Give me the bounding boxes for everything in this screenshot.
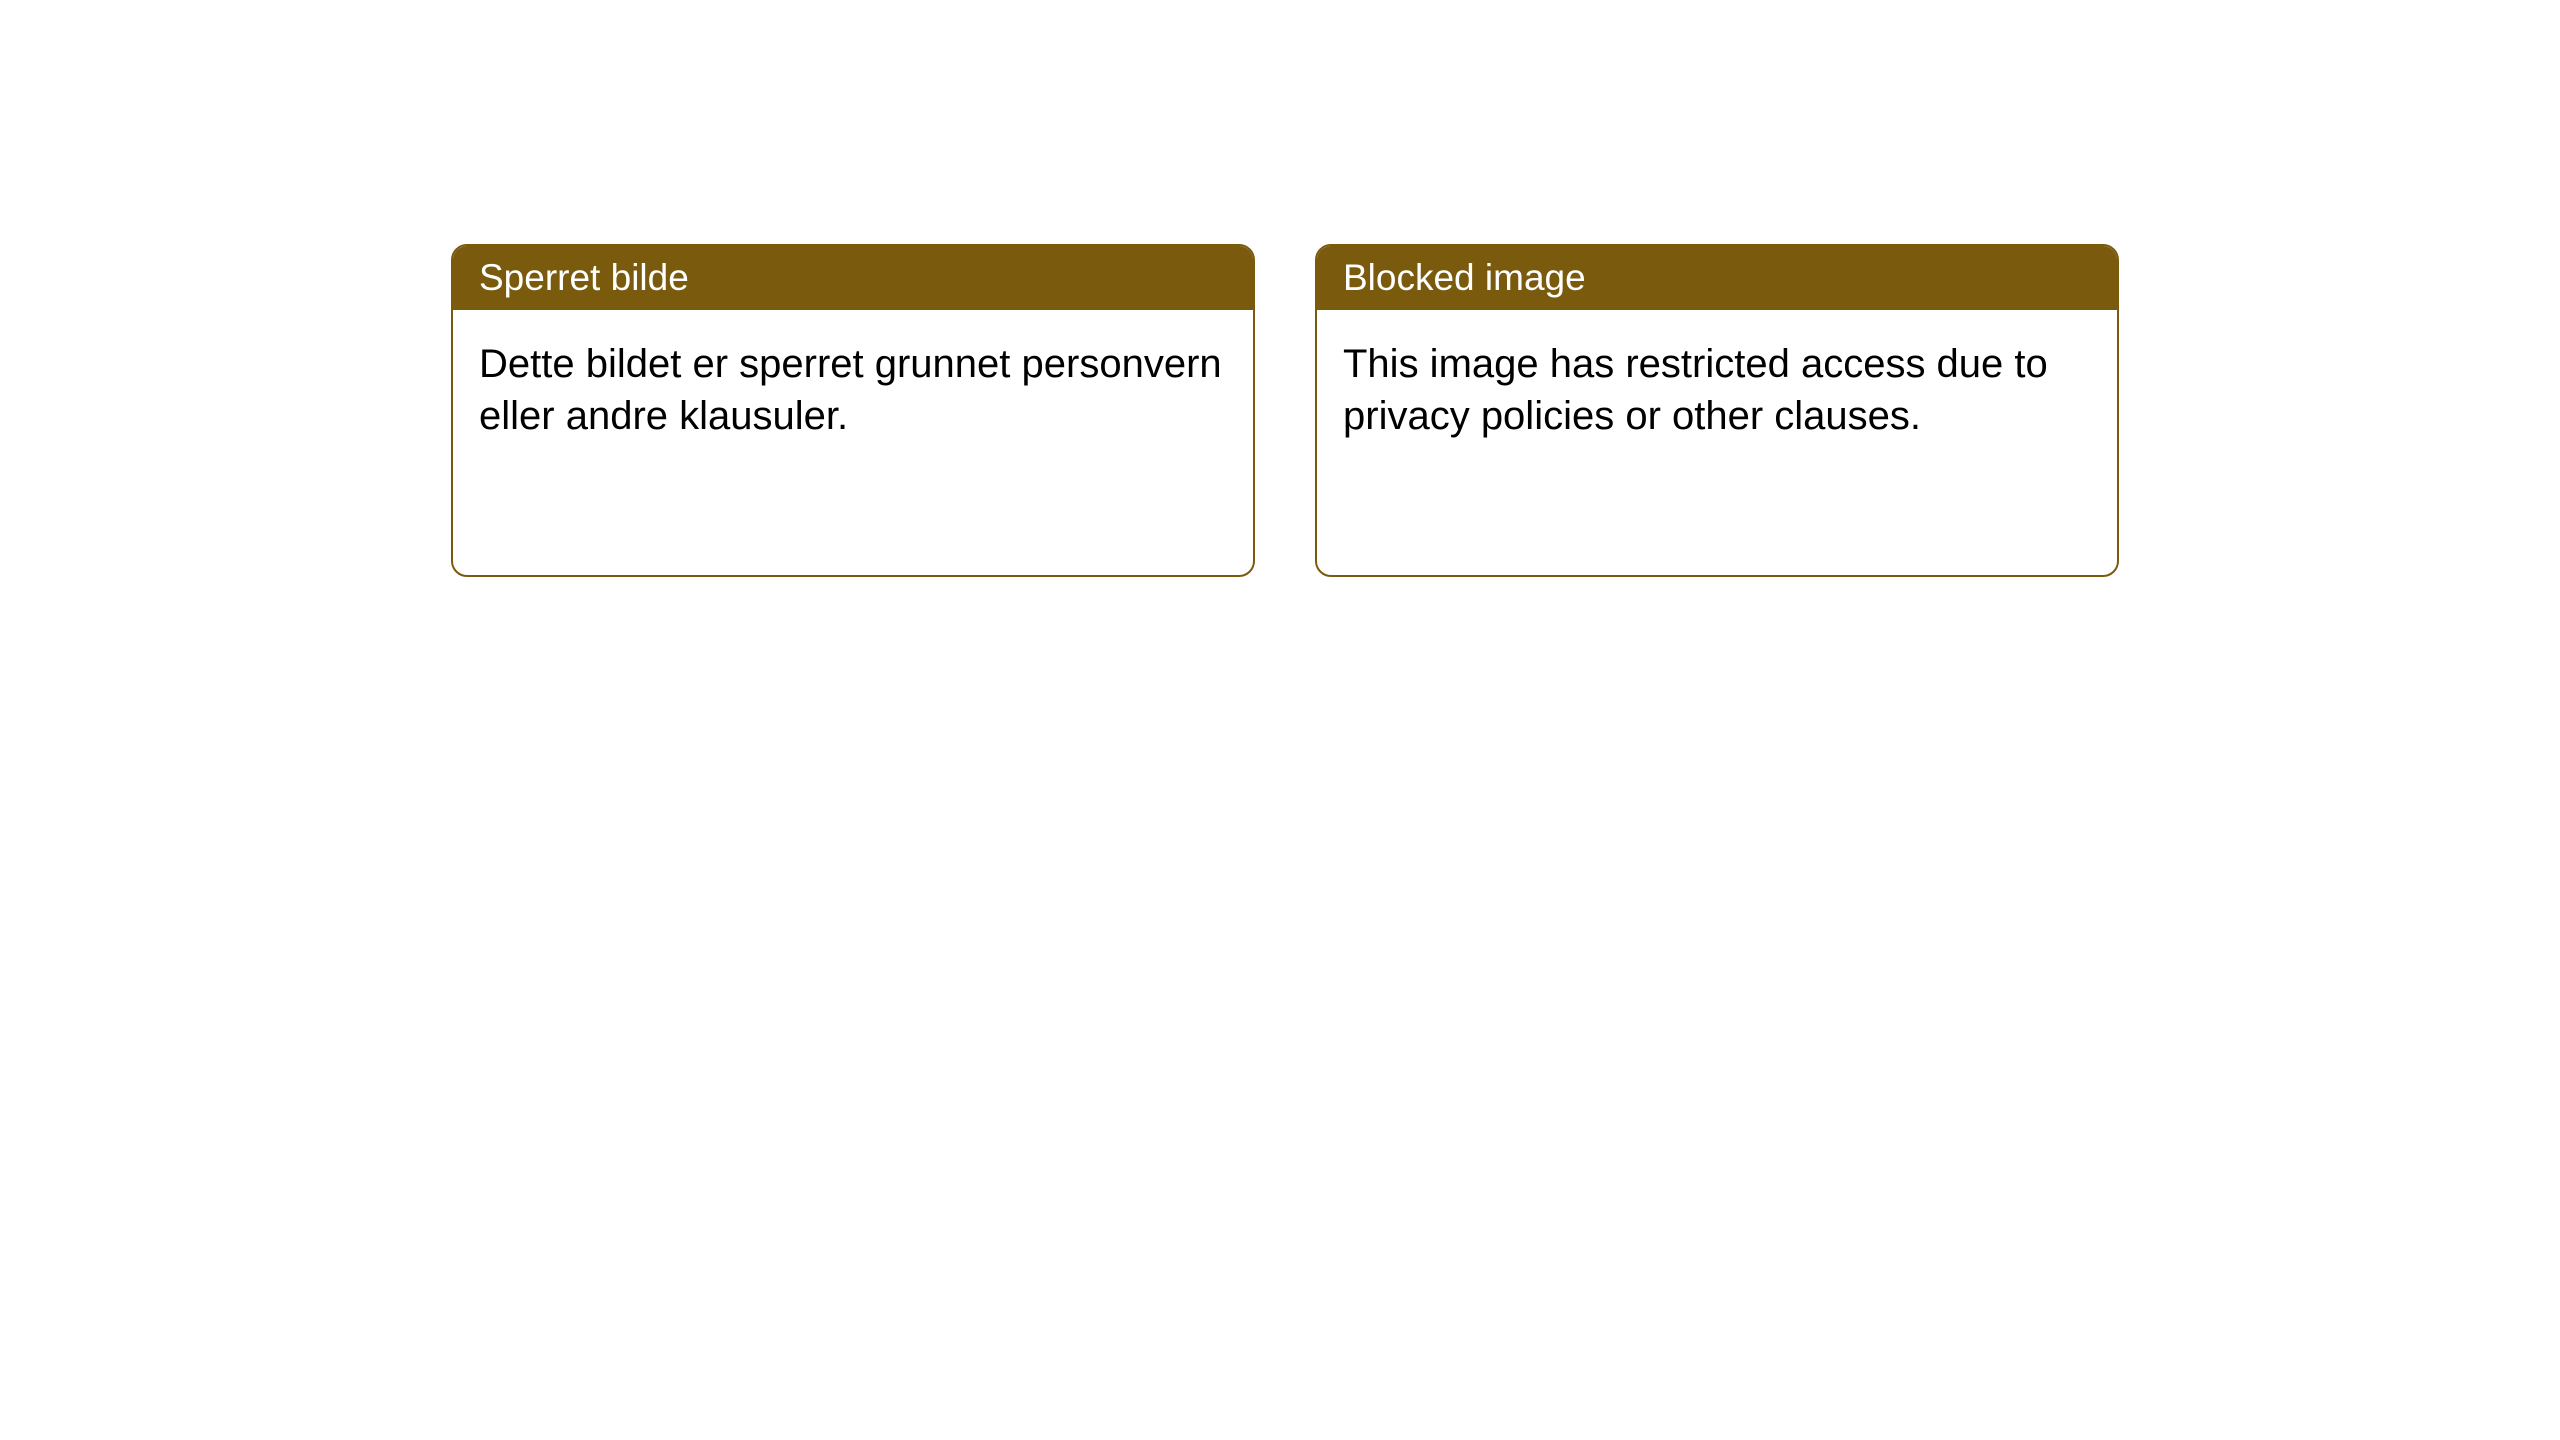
card-body-text: This image has restricted access due to … <box>1317 310 2117 470</box>
notice-container: Sperret bilde Dette bildet er sperret gr… <box>451 244 2119 577</box>
notice-card-english: Blocked image This image has restricted … <box>1315 244 2119 577</box>
notice-card-norwegian: Sperret bilde Dette bildet er sperret gr… <box>451 244 1255 577</box>
card-body-text: Dette bildet er sperret grunnet personve… <box>453 310 1253 470</box>
card-title: Sperret bilde <box>453 246 1253 310</box>
card-title: Blocked image <box>1317 246 2117 310</box>
